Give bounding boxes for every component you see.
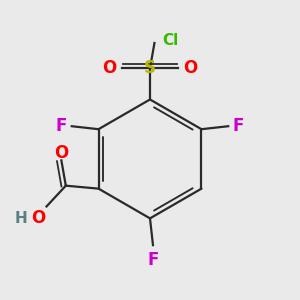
Text: O: O (31, 209, 45, 227)
Text: O: O (54, 144, 68, 162)
Text: O: O (102, 59, 116, 77)
Text: F: F (233, 117, 244, 135)
Text: F: F (147, 251, 159, 269)
Text: O: O (184, 59, 198, 77)
Text: F: F (56, 117, 67, 135)
Text: Cl: Cl (162, 32, 178, 47)
Text: S: S (144, 59, 156, 77)
Text: H: H (14, 211, 27, 226)
